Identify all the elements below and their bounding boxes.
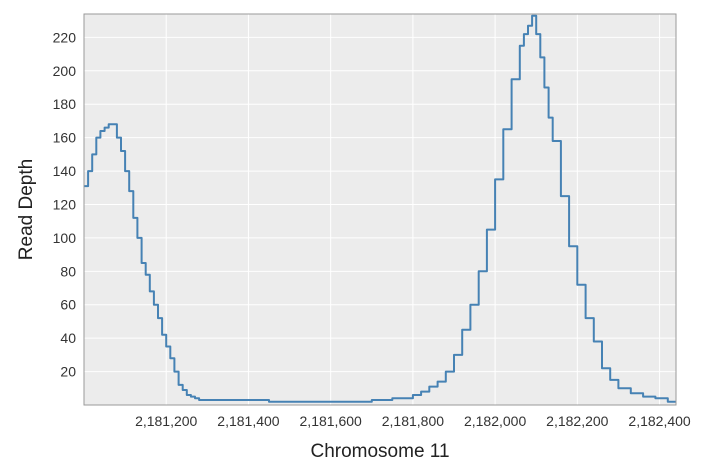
x-tick-label: 2,181,600 bbox=[300, 413, 362, 429]
y-tick-label: 200 bbox=[53, 63, 77, 79]
y-tick-label: 40 bbox=[60, 330, 76, 346]
x-axis-title: Chromosome 11 bbox=[310, 441, 449, 462]
x-tick-label: 2,182,200 bbox=[546, 413, 608, 429]
x-tick-label: 2,181,800 bbox=[382, 413, 444, 429]
x-tick-label: 2,181,400 bbox=[217, 413, 279, 429]
y-tick-label: 80 bbox=[60, 263, 76, 279]
plot-background bbox=[84, 14, 676, 405]
x-tick-label: 2,182,400 bbox=[628, 413, 690, 429]
y-axis-ticks: 20 40 60 80 100 120 140 160 180 200 220 bbox=[53, 29, 77, 379]
y-tick-label: 160 bbox=[53, 130, 77, 146]
y-tick-label: 60 bbox=[60, 297, 76, 313]
x-axis-ticks: 2,181,200 2,181,400 2,181,600 2,181,800 2,18… bbox=[135, 413, 691, 429]
plot-border bbox=[83, 13, 677, 406]
y-tick-label: 140 bbox=[53, 163, 77, 179]
read-depth-line bbox=[84, 14, 676, 403]
y-tick-label: 100 bbox=[53, 230, 77, 246]
y-tick-label: 120 bbox=[53, 196, 77, 212]
y-axis-title: Read Depth bbox=[16, 159, 37, 260]
y-tick-label: 180 bbox=[53, 96, 77, 112]
x-tick-label: 2,182,000 bbox=[464, 413, 526, 429]
series-group bbox=[84, 14, 676, 403]
grid-lines bbox=[84, 14, 676, 405]
x-tick-label: 2,181,200 bbox=[135, 413, 197, 429]
y-tick-label: 220 bbox=[53, 29, 77, 45]
y-tick-label: 20 bbox=[60, 364, 76, 380]
